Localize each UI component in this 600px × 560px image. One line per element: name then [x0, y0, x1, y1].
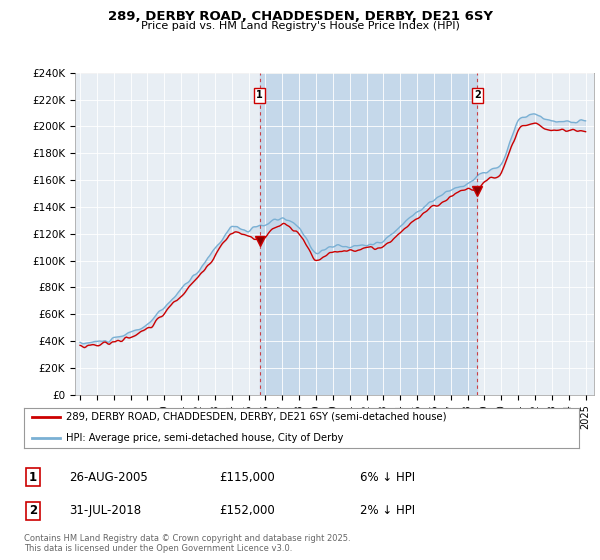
Text: Contains HM Land Registry data © Crown copyright and database right 2025.
This d: Contains HM Land Registry data © Crown c…: [24, 534, 350, 553]
Text: 26-AUG-2005: 26-AUG-2005: [69, 470, 148, 484]
Text: HPI: Average price, semi-detached house, City of Derby: HPI: Average price, semi-detached house,…: [65, 433, 343, 443]
Bar: [260, 73, 478, 395]
Text: 1: 1: [29, 470, 37, 484]
Text: 1: 1: [256, 90, 263, 100]
Text: 2% ↓ HPI: 2% ↓ HPI: [360, 504, 415, 517]
Text: £152,000: £152,000: [219, 504, 275, 517]
Text: 6% ↓ HPI: 6% ↓ HPI: [360, 470, 415, 484]
Text: £115,000: £115,000: [219, 470, 275, 484]
Text: 289, DERBY ROAD, CHADDESDEN, DERBY, DE21 6SY: 289, DERBY ROAD, CHADDESDEN, DERBY, DE21…: [107, 10, 493, 23]
Text: 31-JUL-2018: 31-JUL-2018: [69, 504, 141, 517]
Text: 2: 2: [474, 90, 481, 100]
Text: Price paid vs. HM Land Registry's House Price Index (HPI): Price paid vs. HM Land Registry's House …: [140, 21, 460, 31]
Text: 2: 2: [29, 504, 37, 517]
Text: 289, DERBY ROAD, CHADDESDEN, DERBY, DE21 6SY (semi-detached house): 289, DERBY ROAD, CHADDESDEN, DERBY, DE21…: [65, 412, 446, 422]
